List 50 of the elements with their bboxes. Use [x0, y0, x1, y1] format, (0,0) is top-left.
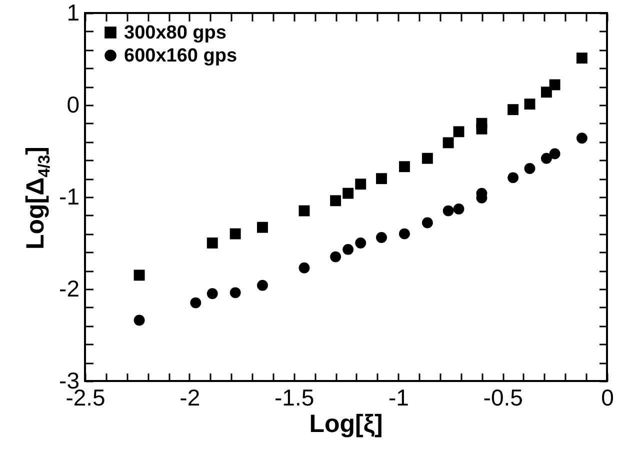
point [508, 104, 519, 116]
legend-label: 600x160 gps [124, 46, 238, 66]
x-tick-label: -2 [180, 384, 200, 410]
point [549, 79, 560, 90]
point [549, 148, 560, 160]
y-tick-label: 0 [66, 92, 80, 118]
point [298, 205, 310, 216]
x-tick-label: -0.5 [483, 384, 523, 410]
point [508, 172, 519, 184]
legend-label: 300x80 gps [124, 22, 226, 44]
point [355, 238, 366, 248]
point [134, 270, 145, 281]
point [422, 152, 433, 164]
point [355, 178, 366, 190]
point [342, 244, 354, 255]
point [206, 288, 218, 300]
point [134, 314, 145, 326]
point [524, 163, 536, 174]
point [206, 238, 218, 248]
point [257, 222, 268, 233]
point [376, 232, 387, 243]
point [524, 98, 536, 110]
point [342, 188, 354, 199]
point [442, 137, 454, 148]
y-tick-label: -2 [59, 276, 80, 302]
point [540, 86, 552, 98]
point [576, 52, 588, 64]
point [398, 161, 410, 172]
point [376, 173, 387, 184]
x-tick-label: 0 [601, 384, 614, 410]
x-tick-label: -1.5 [274, 384, 314, 410]
x-tick-label: -1 [388, 384, 409, 410]
point [230, 287, 241, 298]
point [422, 217, 433, 228]
point [453, 203, 464, 214]
point [476, 123, 488, 134]
point [190, 297, 202, 308]
point [230, 228, 241, 240]
point [257, 280, 268, 291]
point [576, 132, 588, 144]
y-tick-label: 1 [66, 0, 80, 26]
point [540, 152, 552, 164]
point [330, 251, 342, 262]
point [330, 195, 342, 206]
point [298, 262, 310, 274]
point [398, 228, 410, 240]
point [453, 126, 464, 138]
y-tick-label: -1 [59, 184, 80, 210]
x-axis-title: Log[ξ] [308, 410, 384, 439]
point [442, 205, 454, 216]
